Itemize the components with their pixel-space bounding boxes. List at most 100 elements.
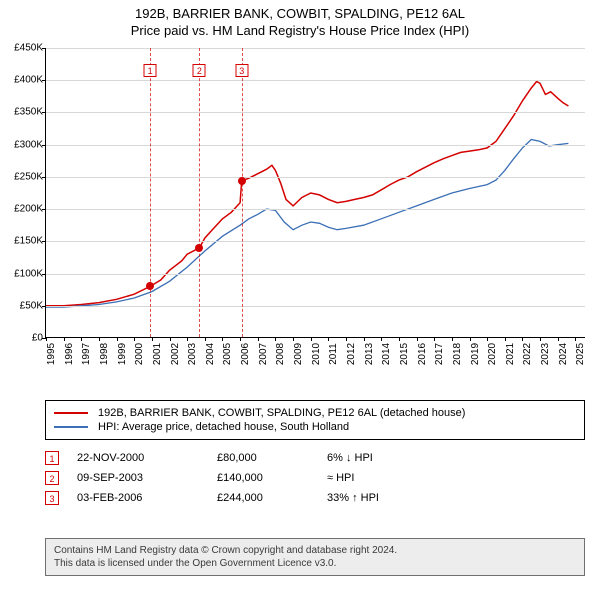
chart-title-address: 192B, BARRIER BANK, COWBIT, SPALDING, PE… bbox=[0, 6, 600, 21]
events-table-row: 3 03-FEB-2006£244,00033% ↑ HPI bbox=[45, 488, 585, 508]
xtick-mark bbox=[222, 337, 223, 341]
xtick-label: 2007 bbox=[258, 343, 269, 365]
event-line bbox=[242, 48, 243, 337]
xtick-label: 2002 bbox=[170, 343, 181, 365]
xtick-label: 2004 bbox=[205, 343, 216, 365]
xtick-label: 1997 bbox=[81, 343, 92, 365]
xtick-label: 1998 bbox=[99, 343, 110, 365]
event-line bbox=[150, 48, 151, 337]
xtick-mark bbox=[487, 337, 488, 341]
gridline-h bbox=[46, 241, 585, 242]
xtick-label: 2012 bbox=[346, 343, 357, 365]
ytick-label: £150K bbox=[3, 236, 43, 247]
event-number-box: 1 bbox=[45, 451, 59, 465]
xtick-mark bbox=[64, 337, 65, 341]
xtick-mark bbox=[170, 337, 171, 341]
xtick-mark bbox=[152, 337, 153, 341]
plot-region: £0£50K£100K£150K£200K£250K£300K£350K£400… bbox=[45, 48, 585, 338]
xtick-mark bbox=[470, 337, 471, 341]
legend-label-property: 192B, BARRIER BANK, COWBIT, SPALDING, PE… bbox=[98, 407, 465, 419]
event-marker-box: 2 bbox=[193, 64, 206, 77]
series-line-hpi bbox=[46, 140, 568, 308]
event-price: £140,000 bbox=[217, 472, 327, 484]
event-price: £244,000 bbox=[217, 492, 327, 504]
xtick-mark bbox=[364, 337, 365, 341]
event-number-box: 3 bbox=[45, 491, 59, 505]
xtick-label: 2023 bbox=[540, 343, 551, 365]
ytick-label: £100K bbox=[3, 268, 43, 279]
xtick-label: 2017 bbox=[434, 343, 445, 365]
xtick-label: 2025 bbox=[575, 343, 586, 365]
ytick-label: £50K bbox=[3, 300, 43, 311]
event-price: £80,000 bbox=[217, 452, 327, 464]
xtick-mark bbox=[575, 337, 576, 341]
xtick-label: 2008 bbox=[275, 343, 286, 365]
events-table-row: 2 09-SEP-2003£140,000≈ HPI bbox=[45, 468, 585, 488]
xtick-label: 2021 bbox=[505, 343, 516, 365]
xtick-mark bbox=[46, 337, 47, 341]
xtick-mark bbox=[99, 337, 100, 341]
gridline-h bbox=[46, 80, 585, 81]
xtick-mark bbox=[346, 337, 347, 341]
event-date: 03-FEB-2006 bbox=[77, 492, 217, 504]
xtick-label: 2024 bbox=[558, 343, 569, 365]
xtick-mark bbox=[134, 337, 135, 341]
xtick-label: 2015 bbox=[399, 343, 410, 365]
xtick-label: 1999 bbox=[117, 343, 128, 365]
xtick-label: 2001 bbox=[152, 343, 163, 365]
xtick-label: 2010 bbox=[311, 343, 322, 365]
xtick-label: 2013 bbox=[364, 343, 375, 365]
xtick-mark bbox=[417, 337, 418, 341]
xtick-label: 2006 bbox=[240, 343, 251, 365]
xtick-mark bbox=[381, 337, 382, 341]
xtick-mark bbox=[258, 337, 259, 341]
event-diff: 6% ↓ HPI bbox=[327, 452, 467, 464]
xtick-mark bbox=[434, 337, 435, 341]
ytick-label: £450K bbox=[3, 43, 43, 54]
event-diff: 33% ↑ HPI bbox=[327, 492, 467, 504]
event-date: 22-NOV-2000 bbox=[77, 452, 217, 464]
xtick-label: 2018 bbox=[452, 343, 463, 365]
legend-row: 192B, BARRIER BANK, COWBIT, SPALDING, PE… bbox=[54, 407, 576, 419]
xtick-label: 2005 bbox=[222, 343, 233, 365]
chart-lines-svg bbox=[46, 48, 586, 338]
gridline-h bbox=[46, 306, 585, 307]
gridline-h bbox=[46, 177, 585, 178]
footer-line1: Contains HM Land Registry data © Crown c… bbox=[54, 544, 576, 557]
event-diff: ≈ HPI bbox=[327, 472, 467, 484]
ytick-label: £200K bbox=[3, 204, 43, 215]
chart-subtitle: Price paid vs. HM Land Registry's House … bbox=[0, 23, 600, 38]
xtick-mark bbox=[311, 337, 312, 341]
xtick-label: 1996 bbox=[64, 343, 75, 365]
gridline-h bbox=[46, 48, 585, 49]
xtick-mark bbox=[187, 337, 188, 341]
xtick-label: 2009 bbox=[293, 343, 304, 365]
legend-swatch-hpi bbox=[54, 426, 88, 428]
xtick-mark bbox=[240, 337, 241, 341]
xtick-mark bbox=[275, 337, 276, 341]
ytick-label: £250K bbox=[3, 171, 43, 182]
chart-title-block: 192B, BARRIER BANK, COWBIT, SPALDING, PE… bbox=[0, 0, 600, 38]
legend-label-hpi: HPI: Average price, detached house, Sout… bbox=[98, 421, 349, 433]
event-number-box: 2 bbox=[45, 471, 59, 485]
events-table-row: 1 22-NOV-2000£80,0006% ↓ HPI bbox=[45, 448, 585, 468]
xtick-label: 1995 bbox=[46, 343, 57, 365]
event-dot bbox=[195, 244, 203, 252]
xtick-label: 2003 bbox=[187, 343, 198, 365]
footer-attribution: Contains HM Land Registry data © Crown c… bbox=[45, 538, 585, 576]
xtick-mark bbox=[205, 337, 206, 341]
ytick-label: £300K bbox=[3, 139, 43, 150]
xtick-mark bbox=[81, 337, 82, 341]
gridline-h bbox=[46, 209, 585, 210]
gridline-h bbox=[46, 274, 585, 275]
xtick-mark bbox=[328, 337, 329, 341]
xtick-mark bbox=[540, 337, 541, 341]
events-table: 1 22-NOV-2000£80,0006% ↓ HPI 2 09-SEP-2003£… bbox=[45, 448, 585, 508]
event-date: 09-SEP-2003 bbox=[77, 472, 217, 484]
chart-area: £0£50K£100K£150K£200K£250K£300K£350K£400… bbox=[45, 48, 585, 368]
event-line bbox=[199, 48, 200, 337]
gridline-h bbox=[46, 145, 585, 146]
ytick-label: £350K bbox=[3, 107, 43, 118]
series-line-property bbox=[46, 82, 568, 306]
xtick-label: 2020 bbox=[487, 343, 498, 365]
